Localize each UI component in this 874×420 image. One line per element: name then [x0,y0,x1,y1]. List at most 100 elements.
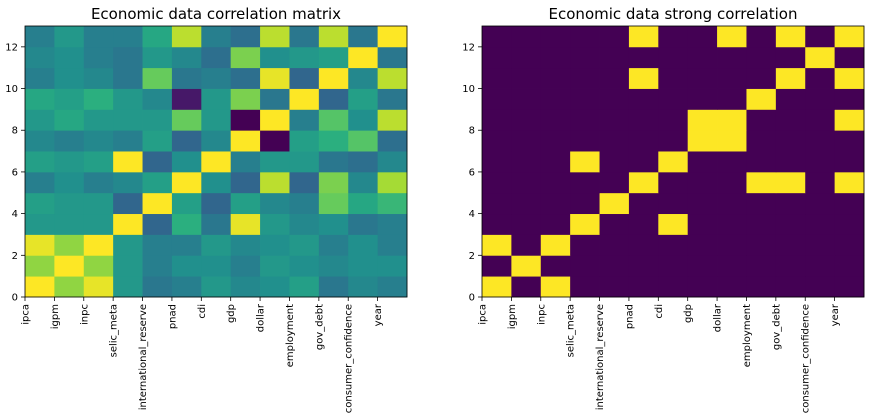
heatmap-cell [83,234,114,256]
heatmap-cell [628,234,659,256]
heatmap-cell [318,67,349,89]
heatmap-cell [25,46,55,69]
x-tick-label: selic_meta [566,304,577,357]
heatmap-cell [142,46,173,69]
heatmap-cell [318,171,349,194]
heatmap-cell [834,213,865,235]
heatmap-cell [834,46,865,69]
heatmap-cell [201,109,232,131]
heatmap-cell [775,46,806,69]
heatmap-cell [83,255,114,277]
heatmap-cell [348,109,379,131]
heatmap-cell [805,46,836,69]
y-tick-label: 10 [462,84,475,95]
heatmap-cell [570,67,600,89]
heatmap-cell [142,213,173,235]
y-tick-label: 10 [5,84,18,95]
y-tick-label: 2 [12,251,18,262]
heatmap-cell [687,151,718,173]
heatmap-cell [54,192,85,215]
heatmap-cell [834,255,865,277]
heatmap-cell [201,192,232,215]
heatmap-cell [113,255,143,277]
heatmap-cell [628,67,659,89]
heatmap-cell [511,130,542,152]
heatmap-cell [775,171,806,194]
heatmap-cell [599,151,630,173]
y-tick-label: 0 [12,293,18,304]
y-tick-label: 0 [469,293,475,304]
heatmap-cell [717,46,747,69]
heatmap-cell [658,276,689,298]
heatmap-cell [377,213,408,235]
heatmap-cell [377,151,408,173]
heatmap-cell [142,234,173,256]
heatmap-cell [377,88,408,110]
heatmap-cell [377,276,408,298]
heatmap-cell [482,130,512,152]
heatmap-cell [289,130,320,152]
heatmap-cell [570,151,600,173]
heatmap-cell [570,88,600,110]
heatmap-cell [628,171,659,194]
heatmap-cell [482,171,512,194]
x-tick-label: igpm [50,304,61,329]
heatmap-cell [775,151,806,173]
heatmap-cell [570,130,600,152]
heatmap-cell [805,109,836,131]
heatmap-cell [687,213,718,235]
heatmap-cell [717,171,747,194]
heatmap-panel-2: Economic data strong correlation 0 2 4 6 8 10 1… [462,5,865,413]
heatmap-cell [717,88,747,110]
heatmap-cell [482,109,512,131]
heatmap-cell [260,255,290,277]
heatmap-cell [717,109,747,131]
heatmap-cell [746,192,777,215]
heatmap-cell [687,276,718,298]
heatmap-cell [377,130,408,152]
heatmap-cell [289,234,320,256]
y-tick-label: 6 [469,167,475,178]
chart-title: Economic data strong correlation [549,5,798,23]
heatmap-cell [717,276,747,298]
heatmap-cell [201,276,232,298]
heatmap-cell [83,26,114,48]
heatmap-cell [230,276,261,298]
heatmap-cell [658,88,689,110]
heatmap-cell [599,109,630,131]
heatmap-cell [805,276,836,298]
heatmap-cell [142,171,173,194]
heatmap-cell [834,234,865,256]
heatmap-cell [775,255,806,277]
heatmap-cell [83,88,114,110]
heatmap-cell [775,88,806,110]
heatmap-cell [260,46,290,69]
heatmap-cell [717,234,747,256]
x-tick-label: dollar [256,303,267,332]
heatmap-cell [570,26,600,48]
heatmap-cell [775,67,806,89]
heatmap-cell [25,234,55,256]
heatmap-cell [25,255,55,277]
heatmap-cell [201,26,232,48]
heatmap-cell [570,192,600,215]
heatmap-cell [171,171,202,194]
x-tick-label: inpc [79,304,90,325]
x-tick-label: inpc [536,304,547,325]
heatmap-cell [289,26,320,48]
heatmap-cell [377,109,408,131]
x-tick-label: pnad [624,304,635,329]
heatmap-cell [83,151,114,173]
heatmap-cell [540,171,571,194]
x-tick-label: international_reserve [595,304,606,410]
heatmap-cell [805,151,836,173]
heatmap-cell [834,151,865,173]
heatmap-cell [54,234,85,256]
x-tick-label: employment [285,304,296,367]
x-tick-label: gov_debt [771,304,782,350]
heatmap-cell [687,26,718,48]
heatmap-cell [348,26,379,48]
heatmap-cell [540,109,571,131]
heatmap-cell [113,213,143,235]
heatmap-cell [658,109,689,131]
